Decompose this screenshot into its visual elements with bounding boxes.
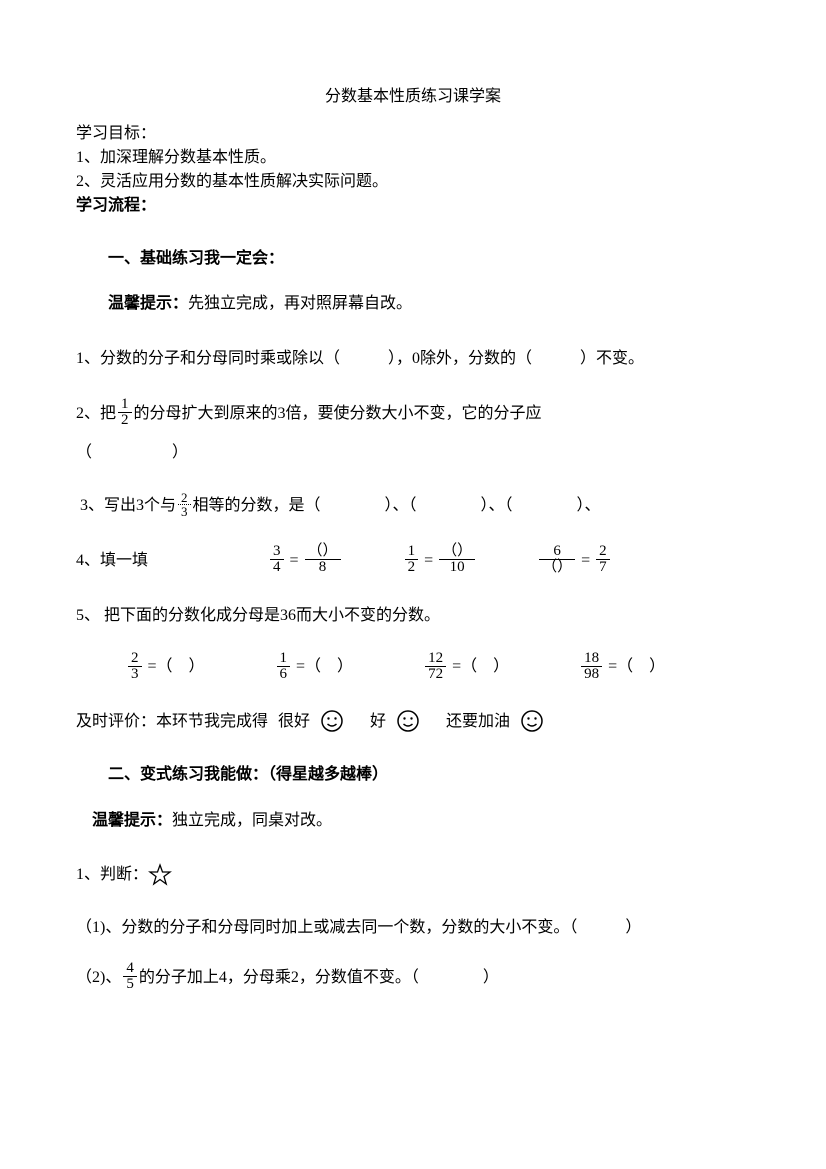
f: 6 [539,544,575,560]
f: （） [439,544,475,560]
feedback-text-d: 还要加油 [446,709,510,735]
f: 8 [305,560,341,575]
q4: 4、填一填 34 = （）8 12 = （）10 6（） = 27 [76,545,750,576]
j2-text-a: （2)、 [76,965,121,991]
q2-text-a: 2、把 [76,400,116,427]
hint-label-1: 温馨提示： [108,295,188,312]
feedback-text-a: 及时评价：本环节我完成得 [76,709,268,735]
judge-label: 1、判断： [76,861,172,888]
smiley-icon [320,709,344,733]
q5-eq3: 1272 =（ ） [423,652,509,683]
q5-label: 5、 把下面的分数化成分母是36而大小不变的分数。 [76,602,750,629]
eq-sign: = [290,547,299,574]
f: （） [539,560,575,575]
f: 6 [277,667,291,682]
q5: 5、 把下面的分数化成分母是36而大小不变的分数。 23 =（ ） 16 =（ … [76,602,750,682]
feedback-text-c: 好 [370,709,386,735]
smiley-icon [396,709,420,733]
q4-label: 4、填一填 [76,547,148,574]
q2: 2、把 1 2 的分母扩大到原来的3倍，要使分数大小不变，它的分子应 （ ） [76,398,750,466]
q3-frac: 2 3 [178,491,191,518]
q3-text-b: 相等的分数，是（ ）、（ ）、（ ）、 [193,492,601,519]
q1: 1、分数的分子和分母同时乘或除以（ ），0除外，分数的（ ）不变。 [76,345,750,372]
j2-frac-den: 5 [123,977,137,992]
section-1-hint: 温馨提示：先独立完成，再对照屏幕自改。 [76,291,750,317]
f: 2 [596,544,610,560]
feedback-row: 及时评价：本环节我完成得 很好 好 还要加油 [76,709,750,735]
f: （） [305,544,341,560]
objective-2: 2、灵活应用分数的基本性质解决实际问题。 [76,170,750,194]
q2-frac-num: 1 [118,397,132,413]
f: 1 [277,651,291,667]
q4-eq2: 12 = （）10 [403,545,478,576]
q5-eq1: 23 =（ ） [126,652,205,683]
section-2-hint: 温馨提示：独立完成，同桌对改。 [76,808,750,834]
f: 10 [439,560,475,575]
doc-title: 分数基本性质练习课学案 [76,84,750,110]
f: 18 [581,651,602,667]
hint-text-2: 独立完成，同桌对改。 [172,812,332,829]
q2-frac-den: 2 [118,413,132,428]
blank: =（ ） [296,653,353,680]
f: 72 [425,667,446,682]
j2-text-b: 的分子加上4，分母乘2，分数值不变。（ ） [139,965,499,991]
q4-eq1: 34 = （）8 [268,545,343,576]
blank: =（ ） [452,653,509,680]
process-heading: 学习流程： [76,194,750,218]
section-1-heading: 一、基础练习我一定会： [76,246,750,272]
q2-frac: 1 2 [118,397,132,428]
judge-label-text: 1、判断： [76,861,148,888]
q5-eq2: 16 =（ ） [275,652,354,683]
j2-frac-num: 4 [123,961,137,977]
f: 2 [128,651,142,667]
hint-label-2: 温馨提示： [92,812,172,829]
f: 3 [128,667,142,682]
q3-frac-den: 3 [178,505,191,518]
q2-text-c: （ ） [76,439,750,466]
objectives-heading: 学习目标： [76,122,750,146]
f: 4 [270,560,284,575]
q5-equations: 23 =（ ） 16 =（ ） 1272 =（ ） 1898 =（ ） [126,652,750,683]
f: 3 [270,544,284,560]
j1: （1)、分数的分子和分母同时加上或减去同一个数，分数的大小不变。（ ） [76,915,750,941]
f: 2 [405,560,419,575]
j2: （2)、 4 5 的分子加上4，分母乘2，分数值不变。（ ） [76,962,499,993]
hint-text-1: 先独立完成，再对照屏幕自改。 [188,295,412,312]
f: 7 [596,560,610,575]
q4-equations: 34 = （）8 12 = （）10 6（） = 27 [268,545,612,576]
section-2-heading: 二、变式练习我能做：（得星越多越棒） [76,762,750,788]
smiley-icon [520,709,544,733]
objectives-block: 学习目标： 1、加深理解分数基本性质。 2、灵活应用分数的基本性质解决实际问题。… [76,122,750,218]
j2-frac: 4 5 [123,961,137,992]
q3: 3、写出3个与 2 3 相等的分数，是（ ）、（ ）、（ ）、 [76,492,750,519]
f: 98 [581,667,602,682]
blank: =（ ） [608,653,665,680]
star-icon [148,863,172,887]
feedback-text-b: 很好 [278,709,310,735]
eq-sign: = [424,547,433,574]
q5-eq4: 1898 =（ ） [579,652,665,683]
eq-sign: = [581,547,590,574]
f: 12 [425,651,446,667]
q3-text-a: 3、写出3个与 [80,492,176,519]
f: 1 [405,544,419,560]
q4-eq3: 6（） = 27 [537,545,612,576]
blank: =（ ） [148,653,205,680]
objective-1: 1、加深理解分数基本性质。 [76,146,750,170]
q2-text-b: 的分母扩大到原来的3倍，要使分数大小不变，它的分子应 [134,400,542,427]
q3-frac-num: 2 [178,491,191,505]
